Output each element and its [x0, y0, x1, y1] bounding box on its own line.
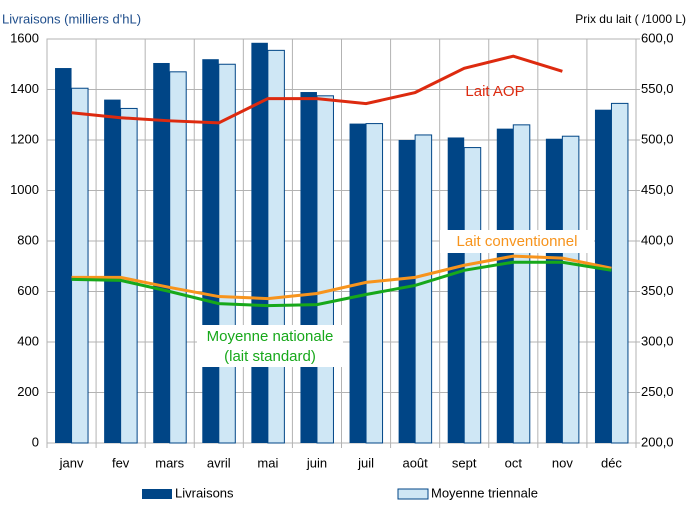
y2-tick-label: 400,0	[641, 232, 674, 247]
line-series	[71, 54, 563, 125]
bar	[300, 92, 317, 444]
bar	[463, 147, 482, 444]
bar	[120, 107, 138, 444]
x-tick-label: avril	[207, 455, 231, 470]
x-tick-label: mars	[155, 455, 184, 470]
y-tick-label: 800	[17, 232, 39, 247]
x-tick-label: août	[402, 455, 428, 470]
bar	[545, 138, 563, 444]
y2-tick-label: 600,0	[641, 30, 674, 45]
series-label: Lait conventionnel	[457, 233, 578, 250]
bar	[594, 109, 612, 443]
bar	[55, 68, 72, 443]
y2-tick-label: 500,0	[641, 131, 674, 146]
bar	[610, 102, 629, 444]
x-tick-label: déc	[601, 455, 622, 470]
label-box	[440, 230, 594, 253]
y2-tick-label: 300,0	[641, 333, 674, 348]
bar	[104, 99, 121, 443]
y2-tick-label: 450,0	[641, 182, 674, 197]
y2-tick-label: 200,0	[641, 434, 674, 449]
y2-tick-label: 550,0	[641, 81, 674, 96]
legend-swatch	[397, 488, 429, 500]
x-tick-label: janv	[59, 455, 84, 470]
y2-title: Prix du lait ( /1000 L)	[575, 12, 686, 26]
bar	[496, 128, 514, 443]
y2-tick-label: 350,0	[641, 283, 674, 298]
bar	[316, 95, 334, 444]
y-title: Livraisons (milliers d'hL)	[2, 11, 141, 26]
legend-label: Moyenne triennale	[431, 485, 538, 500]
y-tick-label: 200	[17, 384, 39, 399]
bar	[447, 137, 465, 443]
bar	[202, 59, 219, 443]
plot-border	[46, 38, 637, 444]
bar	[561, 135, 580, 444]
x-tick-label: fev	[112, 455, 130, 470]
series-label: (lait standard)	[224, 348, 316, 365]
series-label: Moyenne nationale	[207, 328, 334, 345]
bar	[71, 87, 89, 444]
label-box	[197, 325, 343, 367]
bar	[153, 62, 170, 444]
bar	[512, 124, 531, 444]
bar	[169, 71, 187, 444]
y-tick-label: 400	[17, 333, 39, 348]
legend-swatch	[142, 489, 172, 499]
y-tick-label: 1400	[10, 81, 39, 96]
series-label: Lait AOP	[465, 83, 524, 100]
x-tick-label: mai	[257, 455, 278, 470]
x-tick-label: juil	[357, 455, 374, 470]
x-tick-label: sept	[452, 455, 477, 470]
x-tick-label: juin	[306, 455, 327, 470]
legend-label: Livraisons	[175, 485, 234, 500]
y-tick-label: 600	[17, 283, 39, 298]
y2-tick-label: 250,0	[641, 384, 674, 399]
bar	[414, 134, 433, 444]
y-tick-label: 1000	[10, 182, 39, 197]
x-tick-label: nov	[552, 455, 573, 470]
y-tick-label: 1600	[10, 30, 39, 45]
y-tick-label: 1200	[10, 131, 39, 146]
y-tick-label: 0	[32, 434, 39, 449]
line-series	[71, 254, 612, 301]
bar	[267, 49, 285, 444]
line-series	[71, 260, 612, 308]
bar	[398, 140, 416, 443]
x-tick-label: oct	[505, 455, 523, 470]
